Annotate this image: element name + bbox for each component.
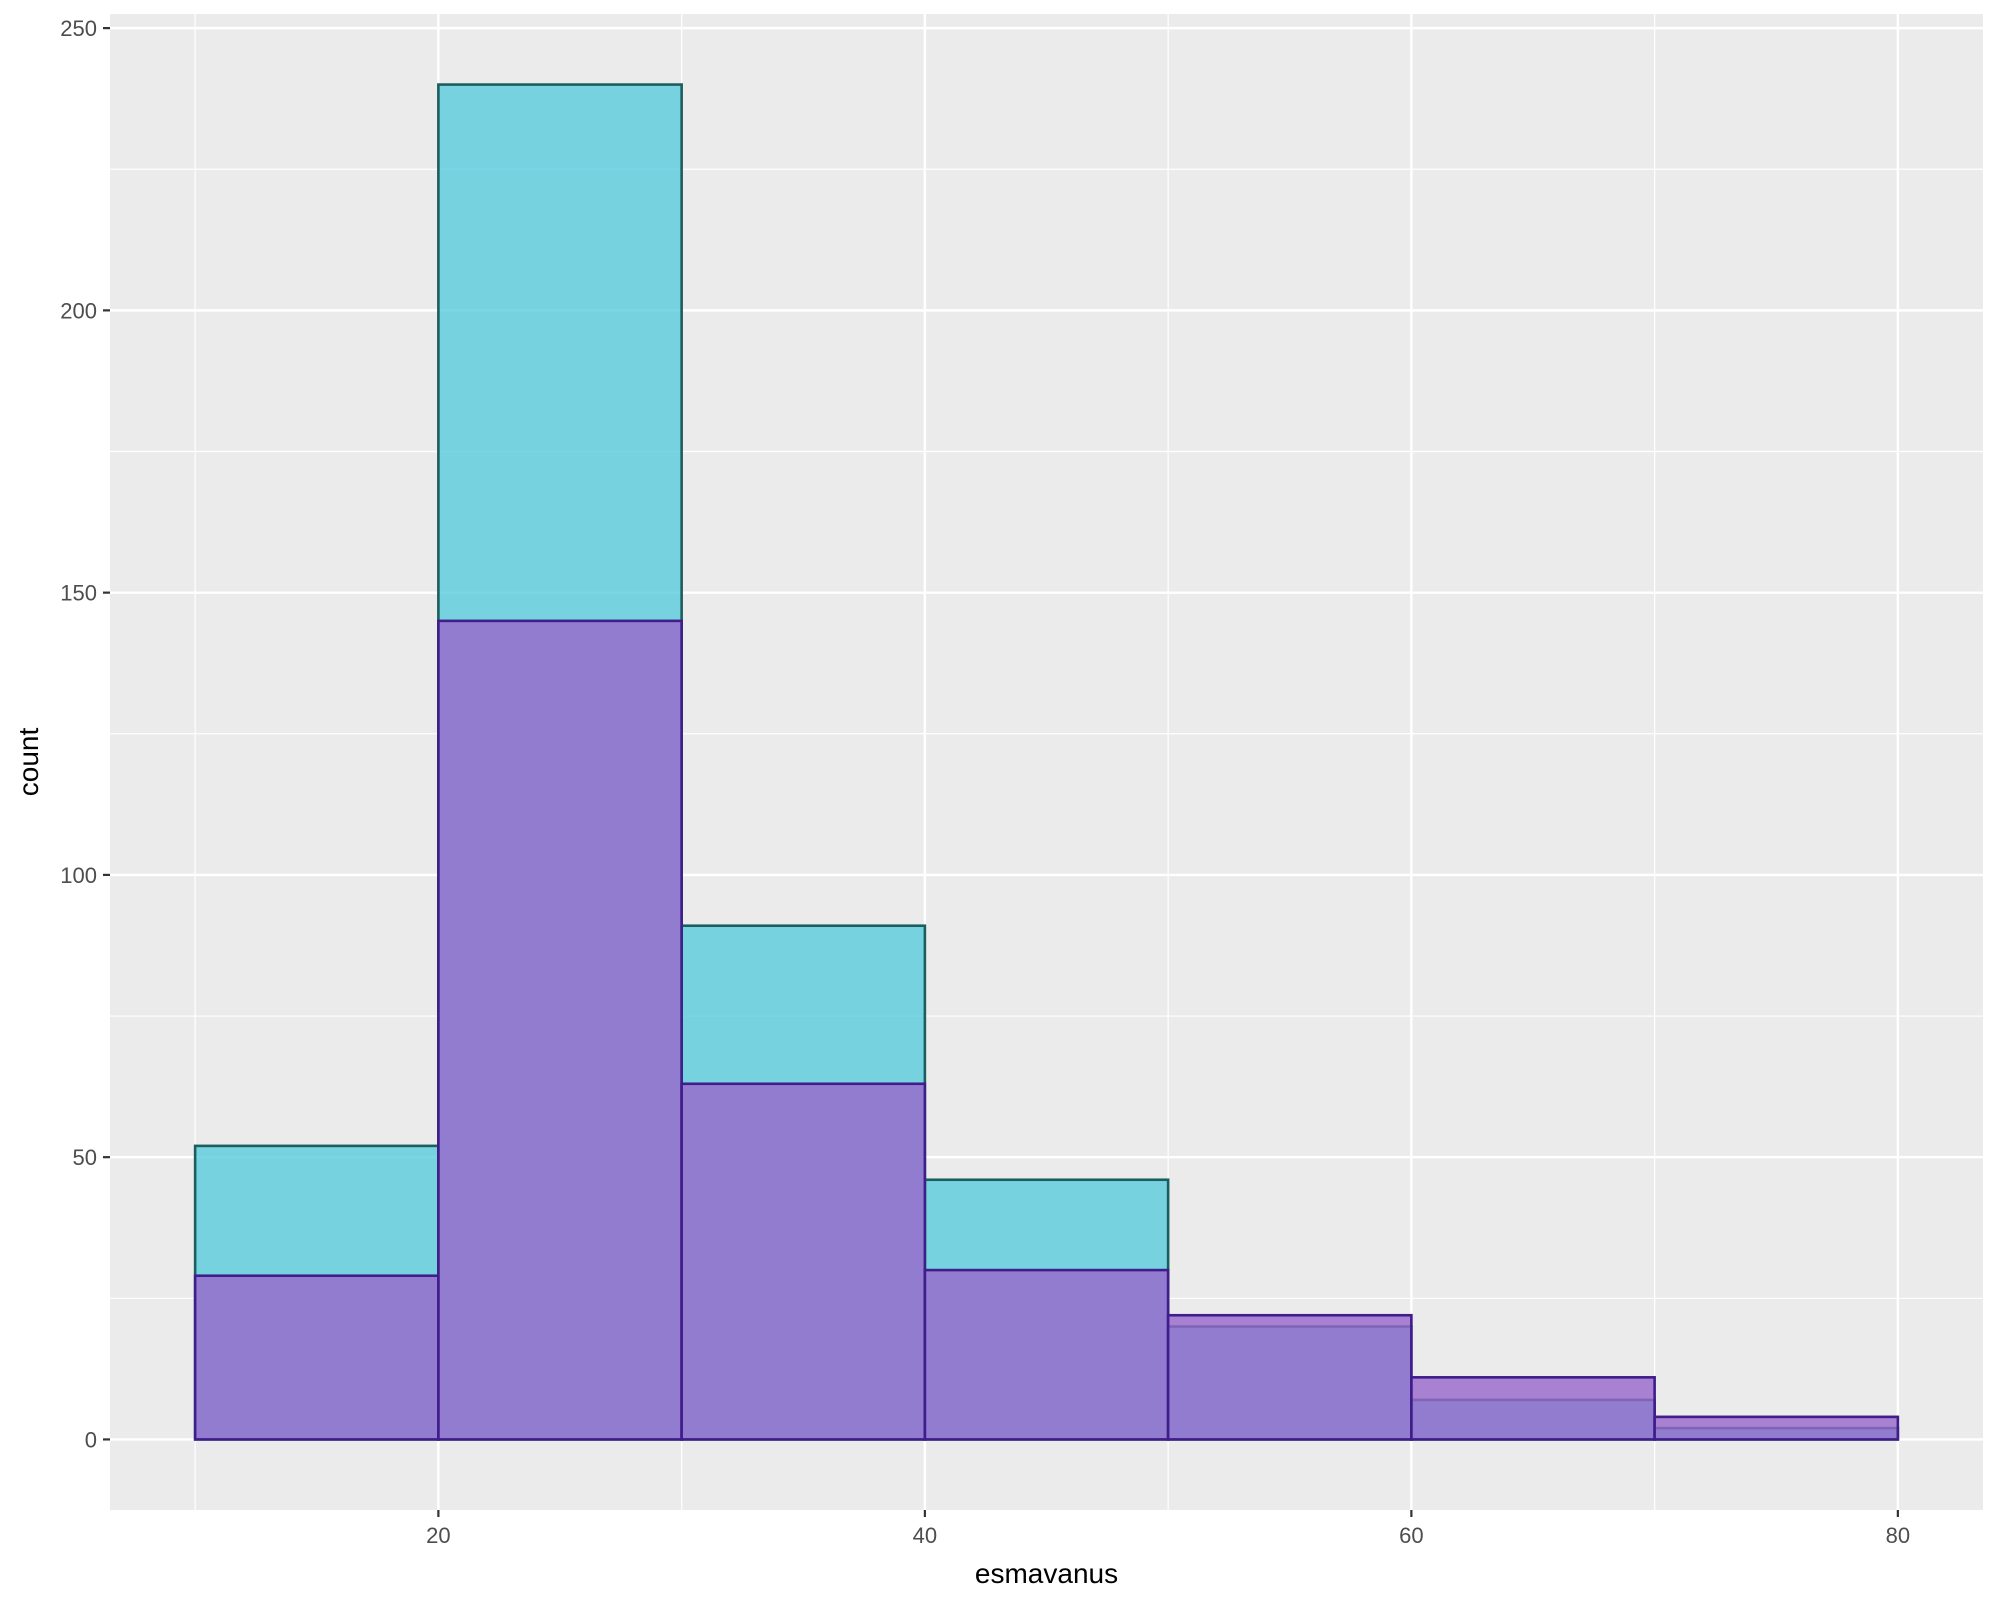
x-tick-label: 80 [1886, 1523, 1910, 1548]
x-tick-label: 40 [913, 1523, 937, 1548]
y-axis-title: count [13, 728, 44, 797]
histogram-bar-series-2 [1410, 1376, 1656, 1441]
histogram-bar-series-2 [437, 619, 683, 1441]
y-tick-label: 250 [60, 16, 97, 41]
x-tick-label: 60 [1399, 1523, 1423, 1548]
y-tick-label: 0 [85, 1427, 97, 1452]
y-tick-label: 50 [73, 1145, 97, 1170]
axis-ticks [103, 27, 1899, 1517]
histogram-bars [193, 83, 1900, 1441]
x-tick-label: 20 [426, 1523, 450, 1548]
histogram-bar-series-2 [680, 1082, 927, 1441]
tick-labels: 20 40 60 80 0 50 100 150 200 250 [60, 16, 1910, 1548]
histogram-bar-series-2 [193, 1274, 440, 1441]
histogram-bar-series-2 [923, 1268, 1170, 1441]
y-tick-label: 100 [60, 863, 97, 888]
histogram-bar-series-2 [1653, 1415, 1900, 1441]
histogram-bar-series-2 [1166, 1313, 1413, 1441]
x-axis-title: esmavanus [975, 1558, 1118, 1589]
y-tick-label: 150 [60, 581, 97, 606]
y-tick-label: 200 [60, 298, 97, 323]
